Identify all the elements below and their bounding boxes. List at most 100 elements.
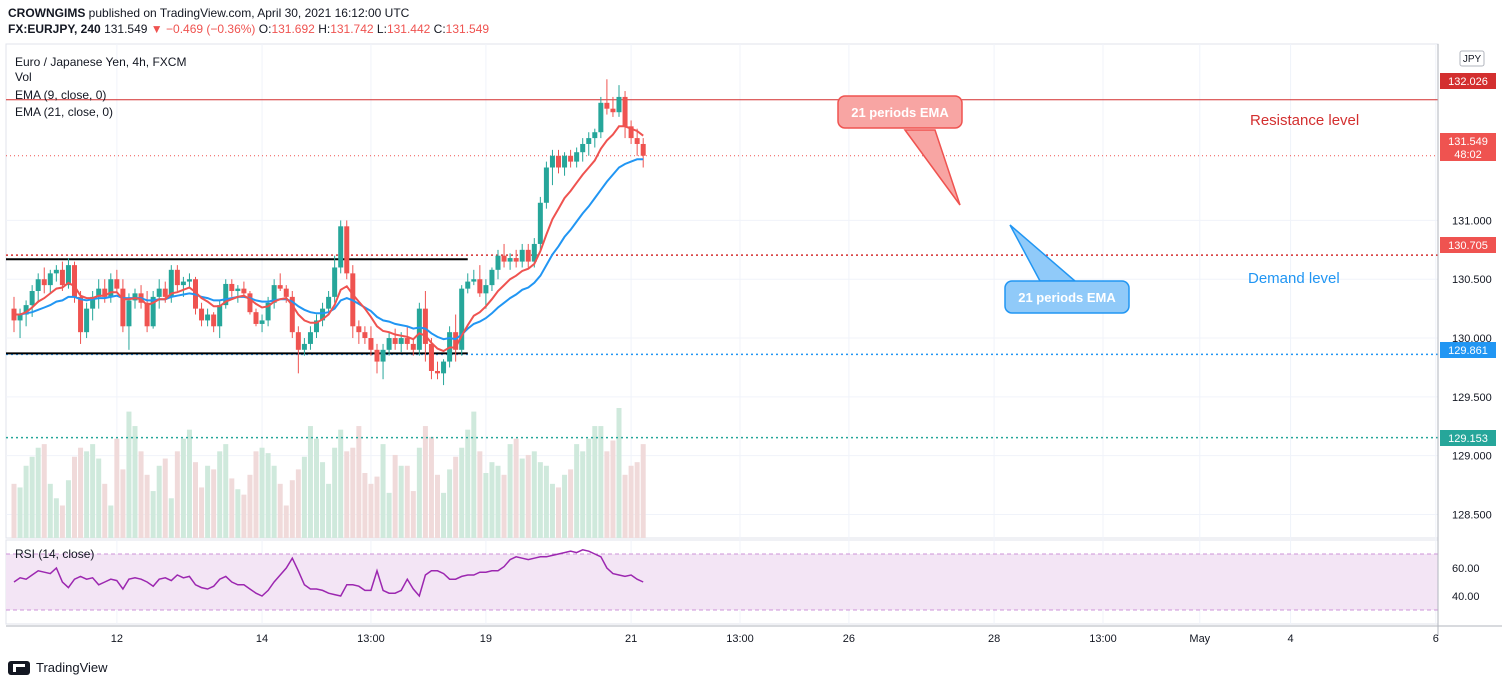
volume-bar [132,426,138,538]
volume-bar [410,491,416,538]
candle-body [174,269,180,286]
published-text: published on TradingView.com, April 30, … [88,6,410,20]
candle-body [634,138,640,144]
candle [96,279,102,309]
candle-body [102,288,108,297]
candle-body [380,349,386,362]
volume-bar [501,474,507,538]
candle-body [562,155,568,168]
demand-label: Demand level [1248,270,1340,287]
volume-bar [120,469,126,538]
volume-bar [513,438,519,538]
candle [465,273,471,294]
candle-body [507,258,513,262]
svg-text:JPY: JPY [1463,54,1482,65]
volume-bar [435,474,440,538]
volume-bar [96,458,102,538]
candle [277,273,283,291]
volume-bar [72,456,77,538]
x-tick-label: May [1189,633,1210,645]
y-tick-label: 131.000 [1452,215,1492,227]
candle-body [186,279,192,282]
volume-bar [537,462,543,538]
candle [610,96,616,117]
tradingview-footer[interactable]: TradingView [8,660,108,675]
candle-body [404,338,410,344]
candle-body [374,349,380,362]
candle [53,265,59,282]
x-tick-label: 13:00 [357,633,385,645]
volume-bar [253,451,259,538]
volume-bar [428,436,434,538]
close-label: C: [433,22,446,36]
candle [634,128,640,156]
candle [326,291,332,315]
volume-bar [568,469,574,538]
volume-bar [53,498,59,538]
open-value: 131.692 [271,22,315,36]
volume-bar [368,483,374,538]
x-tick-label: 6 [1433,633,1439,645]
candle [628,120,634,144]
volume-bar [598,426,604,538]
candle-body [537,202,543,244]
candle-body [17,314,23,321]
candle-body [223,283,229,306]
volume-bar [277,483,283,538]
candle [543,161,549,209]
candle [199,302,205,327]
rsi-tick-label: 40.00 [1452,591,1480,603]
volume-bar [156,465,162,538]
volume-bar [114,438,120,538]
candle-body [344,226,350,274]
currency-badge[interactable]: JPY [1459,50,1485,67]
candle [90,291,96,321]
volume-bar [362,473,368,538]
candle [616,85,622,117]
candle [368,326,374,356]
legend-title: Euro / Japanese Yen, 4h, FXCM [15,55,186,69]
candle-body [422,308,428,344]
candle [41,267,47,294]
y-tick-label: 130.500 [1452,274,1492,286]
volume-bar [447,469,453,538]
candle [338,220,344,274]
candle [186,273,192,289]
volume-bar [562,474,568,538]
low-label: L: [376,22,387,36]
candle-body [199,308,205,321]
candle [205,308,211,327]
candle-body [459,288,465,350]
candle [307,326,313,350]
badge-last-price: 131.549 48:02 [1440,133,1496,161]
candle-body [628,126,634,139]
volume-bar [332,447,338,538]
candle [513,249,519,268]
volume-bar [144,474,150,538]
volume-bar [17,487,23,538]
candle-body [332,267,338,297]
volume-bar [199,487,205,538]
candle-body [622,96,628,127]
candles [11,79,646,386]
volume-bar [386,492,392,538]
volume-bar [35,447,41,538]
volume-bar [483,473,489,538]
volume-bar [616,408,622,538]
tradingview-logo-icon [8,660,30,675]
candle-body [59,269,65,286]
ema-lines [14,125,644,353]
volume-bar [65,480,71,538]
candle-body [114,279,120,289]
candle-body [477,279,483,294]
candle [592,128,598,148]
candle-body [180,281,186,286]
candle-body [640,143,646,156]
candle-body [41,279,47,286]
candle-body [543,167,549,203]
volume-bar [392,454,398,538]
candle-body [398,338,404,344]
candle [604,79,610,115]
candle-body [90,296,96,309]
